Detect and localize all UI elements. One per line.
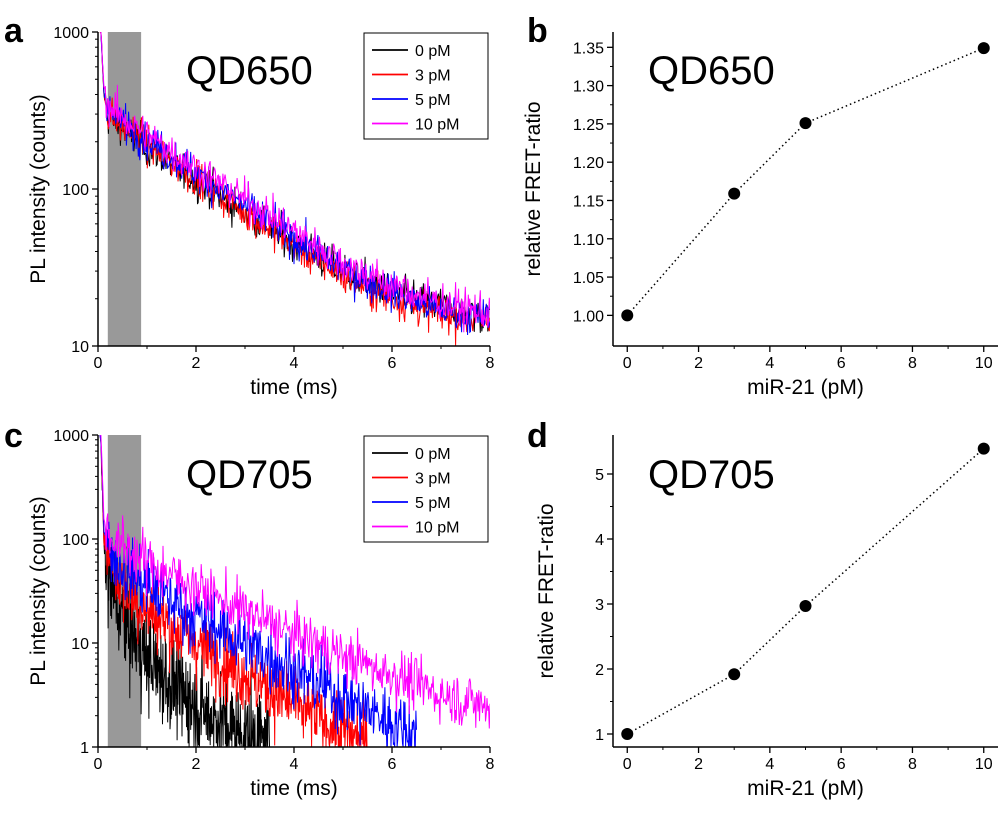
- x-tick-label: 4: [290, 355, 299, 372]
- y-tick-label: 1000: [53, 428, 89, 445]
- data-point: [977, 442, 990, 455]
- shaded-gate-region: [107, 32, 142, 346]
- panel-letter: d: [527, 417, 548, 455]
- data-point: [728, 187, 741, 200]
- x-tick-label: 8: [908, 355, 917, 372]
- decay-trace-10-pm: [100, 32, 490, 333]
- y-tick-label: 1.10: [573, 232, 604, 249]
- dotted-connector-line: [626, 448, 985, 735]
- y-axis-title: relative FRET-ratio: [535, 503, 558, 678]
- chart-panel-c: 0 2 4 6 8 1 10 100 1000 time (ms) PL intensity (co…: [4, 417, 495, 800]
- traces: [99, 32, 490, 346]
- legend-label: 10 pM: [415, 520, 459, 537]
- data-point: [728, 668, 741, 681]
- legend-label: 5 pM: [415, 92, 451, 109]
- legend-box: [363, 32, 489, 140]
- y-tick-label: 1000: [53, 25, 89, 42]
- x-tick-label: 6: [388, 355, 397, 372]
- x-axis-title: miR-21 (pM): [747, 376, 864, 399]
- y-tick-label: 1.00: [573, 308, 604, 325]
- x-tick-label: 10: [975, 756, 993, 773]
- x-tick-label: 2: [694, 355, 703, 372]
- y-tick-label: 1.15: [573, 193, 604, 210]
- y-tick-label: 100: [62, 182, 89, 199]
- y-tick-label: 1.05: [573, 270, 604, 287]
- decay-trace-10-pm: [100, 435, 490, 729]
- y-tick-label: 10: [71, 636, 89, 653]
- y-tick-label: 5: [595, 467, 604, 484]
- legend-label: 0 pM: [415, 43, 451, 60]
- x-tick-label: 0: [94, 756, 103, 773]
- x-tick-label: 2: [192, 355, 201, 372]
- panel-label: QD705: [186, 453, 313, 497]
- legend-label: 10 pM: [415, 117, 459, 134]
- legend-label: 3 pM: [415, 471, 451, 488]
- chart-panel-a: 0 2 4 6 8 10 100 1000 time (ms) PL intensity (cou…: [4, 12, 495, 399]
- y-axis-title: PL intensity (counts): [27, 496, 50, 685]
- y-tick-label: 1.25: [573, 117, 604, 134]
- y-axis-title: relative FRET-ratio: [522, 101, 545, 276]
- y-tick-label: 2: [595, 662, 604, 679]
- legend-label: 0 pM: [415, 446, 451, 463]
- legend-label: 3 pM: [415, 68, 451, 85]
- x-tick-label: 6: [837, 756, 846, 773]
- x-tick-label: 6: [388, 756, 397, 773]
- x-tick-label: 10: [975, 355, 993, 372]
- panel-label: QD705: [648, 453, 775, 497]
- x-tick-label: 0: [623, 355, 632, 372]
- x-tick-label: 4: [290, 756, 299, 773]
- traces: [99, 435, 490, 747]
- legend-label: 5 pM: [415, 495, 451, 512]
- x-axis-title: time (ms): [250, 777, 338, 800]
- data-point: [621, 728, 634, 740]
- data-point: [977, 42, 990, 55]
- panel-label: QD650: [648, 49, 775, 93]
- panel-letter: a: [4, 12, 24, 50]
- data-point: [799, 599, 812, 612]
- x-tick-label: 6: [837, 355, 846, 372]
- dotted-connector-line: [626, 47, 984, 316]
- legend: 0 pM 3 pM 5 pM 10 pM: [363, 32, 489, 140]
- panel-letter: b: [527, 12, 548, 50]
- x-tick-label: 8: [486, 756, 495, 773]
- data-point: [799, 117, 812, 130]
- x-tick-label: 4: [765, 355, 774, 372]
- data-point: [621, 309, 634, 322]
- x-tick-label: 4: [765, 756, 774, 773]
- x-tick-label: 0: [94, 355, 103, 372]
- x-tick-label: 8: [908, 756, 917, 773]
- x-tick-label: 8: [486, 355, 495, 372]
- y-tick-label: 3: [595, 597, 604, 614]
- y-tick-label: 10: [71, 339, 89, 356]
- y-tick-label: 1: [80, 740, 89, 757]
- panel-letter: c: [4, 417, 23, 455]
- y-tick-label: 4: [595, 532, 604, 549]
- panel-label: QD650: [186, 49, 313, 93]
- decay-trace-0-pm: [99, 435, 270, 747]
- decay-trace-3-pm: [99, 435, 368, 747]
- x-tick-label: 2: [192, 756, 201, 773]
- y-tick-label: 1: [595, 727, 604, 744]
- y-tick-label: 100: [62, 532, 89, 549]
- x-axis-title: time (ms): [250, 376, 338, 399]
- chart-panel-b: 0 2 4 6 8 10 1.00 1.05 1.10 1.15 1.20 1.25 1.30 1.35 m…: [522, 12, 998, 399]
- y-tick-label: 1.20: [573, 155, 604, 172]
- y-axis-title: PL intensity (counts): [27, 94, 50, 283]
- y-tick-label: 1.35: [573, 40, 604, 57]
- y-tick-label: 1.30: [573, 79, 604, 96]
- x-tick-label: 0: [623, 756, 632, 773]
- decay-trace-5-pm: [99, 435, 417, 747]
- x-tick-label: 2: [694, 756, 703, 773]
- x-axis-title: miR-21 (pM): [747, 777, 864, 800]
- legend: 0 pM 3 pM 5 pM 10 pM: [363, 435, 489, 543]
